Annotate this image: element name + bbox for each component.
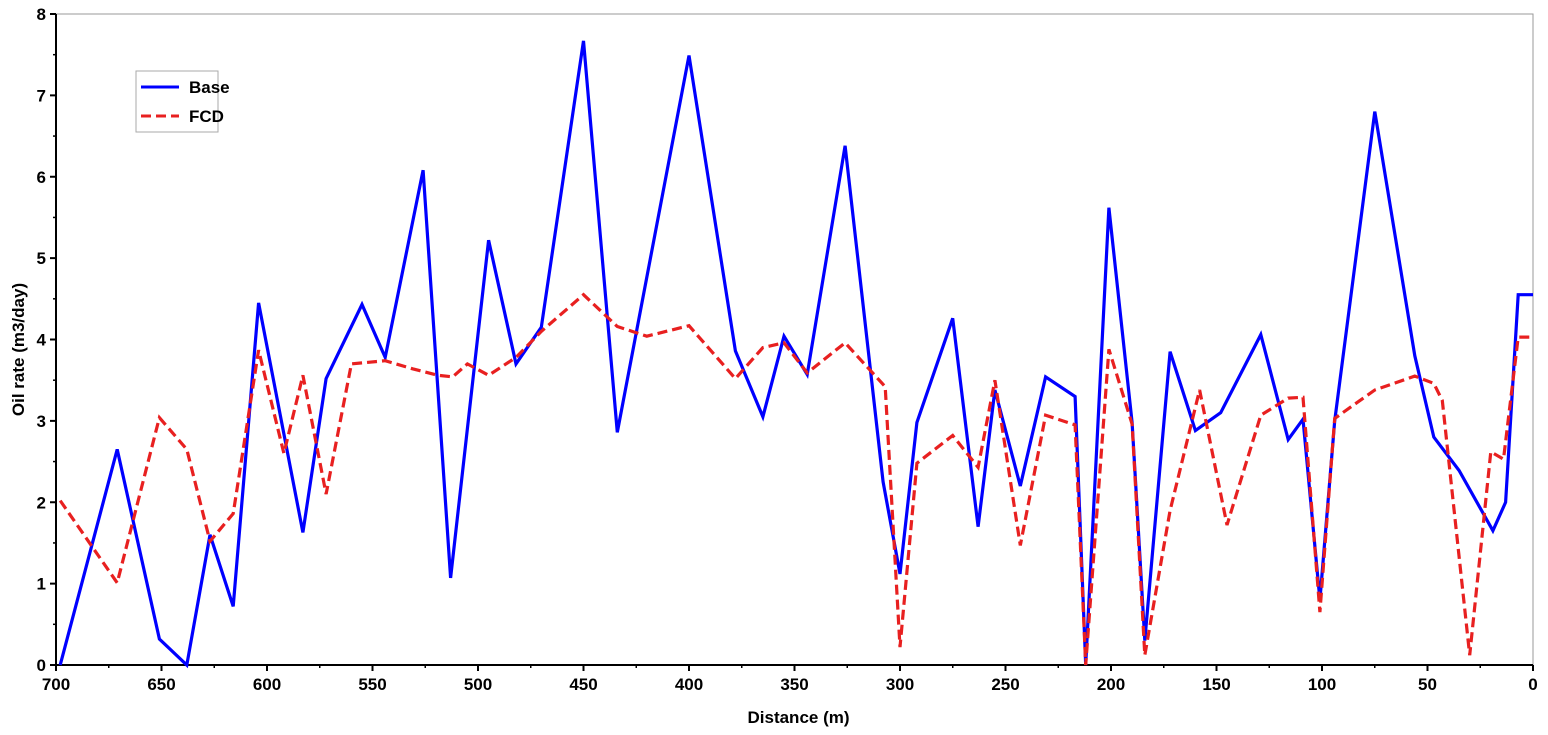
y-tick-label: 2 bbox=[37, 493, 46, 512]
y-tick-label: 8 bbox=[37, 5, 46, 24]
x-tick-label: 650 bbox=[147, 675, 175, 694]
x-tick-label: 250 bbox=[991, 675, 1019, 694]
legend-label-base: Base bbox=[189, 78, 230, 97]
x-tick-label: 550 bbox=[358, 675, 386, 694]
x-tick-label: 300 bbox=[886, 675, 914, 694]
y-tick-label: 3 bbox=[37, 412, 46, 431]
y-tick-label: 5 bbox=[37, 249, 46, 268]
y-tick-label: 1 bbox=[37, 575, 46, 594]
x-tick-label: 0 bbox=[1528, 675, 1537, 694]
y-axis-ticks: 0 1 2 3 4 5 6 7 8 bbox=[37, 5, 56, 675]
y-axis-title: Oil rate (m3/day) bbox=[9, 283, 28, 416]
plot-frame bbox=[55, 13, 1534, 666]
x-tick-label: 700 bbox=[42, 675, 70, 694]
x-tick-label: 400 bbox=[675, 675, 703, 694]
legend-box bbox=[135, 70, 219, 133]
x-tick-label: 350 bbox=[780, 675, 808, 694]
series-layer bbox=[58, 40, 1533, 669]
legend-label-fcd: FCD bbox=[189, 107, 224, 126]
x-tick-label: 150 bbox=[1202, 675, 1230, 694]
x-axis-ticks: 700 650 600 550 500 450 400 350 300 250 200 150 100 5… bbox=[42, 665, 1538, 694]
legend: Base FCD bbox=[135, 70, 230, 133]
y-tick-label: 7 bbox=[37, 86, 46, 105]
x-tick-label: 50 bbox=[1418, 675, 1437, 694]
y-tick-label: 4 bbox=[37, 331, 47, 350]
series-line-base bbox=[58, 40, 1533, 669]
x-tick-label: 600 bbox=[253, 675, 281, 694]
x-tick-label: 500 bbox=[464, 675, 492, 694]
series-line-fcd bbox=[58, 292, 1533, 666]
x-tick-label: 450 bbox=[569, 675, 597, 694]
y-tick-label: 0 bbox=[37, 656, 46, 675]
y-tick-label: 6 bbox=[37, 168, 46, 187]
x-tick-label: 200 bbox=[1097, 675, 1125, 694]
x-tick-label: 100 bbox=[1308, 675, 1336, 694]
x-axis-title: Distance (m) bbox=[747, 708, 849, 727]
